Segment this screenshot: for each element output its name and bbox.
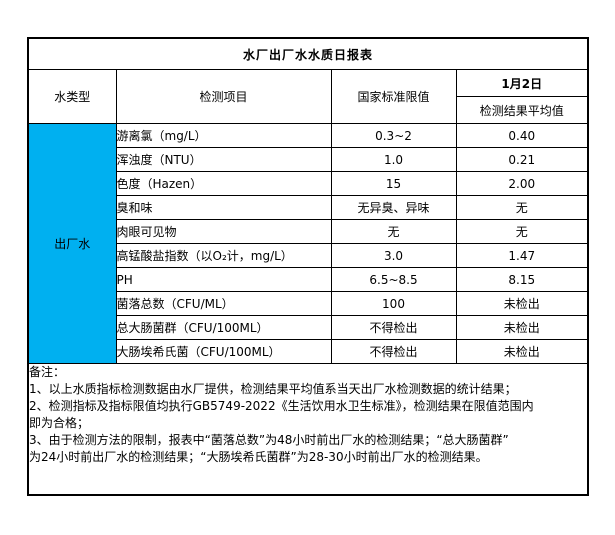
row-standard: 1.0	[330, 147, 457, 172]
row-standard: 6.5~8.5	[330, 267, 457, 292]
water-quality-report-table: 水厂出厂水水质日报表 水类型 检测项目 国家标准限值 1月2日 检测结果平均值 …	[27, 37, 590, 496]
row-item: 色度（Hazen）	[115, 171, 332, 196]
row-item: PH	[115, 267, 332, 292]
table-row: PH 6.5~8.5 8.15	[28, 267, 589, 292]
row-result: 0.40	[455, 123, 589, 148]
table-row: 菌落总数（CFU/ML） 100 未检出	[28, 291, 589, 316]
col-header-result-avg: 检测结果平均值	[455, 96, 589, 124]
page-title: 水厂出厂水水质日报表	[27, 37, 589, 70]
col-header-item: 检测项目	[115, 69, 332, 124]
col-header-water-type: 水类型	[27, 69, 117, 124]
row-result: 2.00	[455, 171, 589, 196]
table-row: 浑浊度（NTU） 1.0 0.21	[28, 147, 589, 172]
note-line: 2、检测指标及指标限值均执行GB5749-2022《生活饮用水卫生标准》，检测结…	[29, 399, 534, 413]
row-standard: 3.0	[330, 243, 457, 268]
row-item: 臭和味	[115, 195, 332, 220]
row-item: 大肠埃希氏菌（CFU/100ML）	[115, 339, 332, 364]
row-result: 未检出	[455, 339, 589, 364]
notes-label: 备注：	[29, 365, 66, 379]
table-row: 总大肠菌群（CFU/100ML） 不得检出 未检出	[28, 315, 589, 340]
row-result: 未检出	[455, 315, 589, 340]
row-item: 肉眼可见物	[115, 219, 332, 244]
notes-row: 备注： 1、以上水质指标检测数据由水厂提供，检测结果平均值系当天出厂水检测数据的…	[27, 363, 589, 496]
table-row: 肉眼可见物 无 无	[28, 219, 589, 244]
row-result: 无	[455, 219, 589, 244]
header-row-1: 水类型 检测项目 国家标准限值 1月2日	[27, 69, 589, 124]
table-row: 臭和味 无异臭、异味 无	[28, 195, 589, 220]
row-result: 8.15	[455, 267, 589, 292]
table-row: 色度（Hazen） 15 2.00	[28, 171, 589, 196]
header-row-2: 检测结果平均值	[28, 96, 589, 124]
row-standard: 不得检出	[330, 339, 457, 364]
table-row: 高锰酸盐指数（以O₂计，mg/L） 3.0 1.47	[28, 243, 589, 268]
water-type-cell: 出厂水	[27, 123, 117, 364]
row-standard: 无	[330, 219, 457, 244]
row-result: 未检出	[455, 291, 589, 316]
row-item: 浑浊度（NTU）	[115, 147, 332, 172]
row-result: 无	[455, 195, 589, 220]
table-row: 出厂水 游离氯（mg/L） 0.3~2 0.40	[27, 123, 589, 364]
col-header-date: 1月2日	[455, 69, 589, 97]
table-row: 大肠埃希氏菌（CFU/100ML） 不得检出 未检出	[28, 339, 589, 364]
row-result: 1.47	[455, 243, 589, 268]
note-line: 即为合格；	[29, 416, 90, 430]
note-line: 3、由于检测方法的限制，报表中“菌落总数”为48小时前出厂水的检测结果；“总大肠…	[29, 433, 509, 447]
row-item: 菌落总数（CFU/ML）	[115, 291, 332, 316]
col-header-standard: 国家标准限值	[330, 69, 457, 124]
row-standard: 无异臭、异味	[330, 195, 457, 220]
title-row: 水厂出厂水水质日报表	[27, 37, 589, 70]
row-item: 总大肠菌群（CFU/100ML）	[115, 315, 332, 340]
row-result: 0.21	[455, 147, 589, 172]
row-standard: 100	[330, 291, 457, 316]
row-standard: 不得检出	[330, 315, 457, 340]
row-standard: 0.3~2	[330, 123, 457, 148]
note-line: 为24小时前出厂水的检测结果；“大肠埃希氏菌群”为28-30小时前出厂水的检测结…	[29, 450, 488, 464]
row-item: 高锰酸盐指数（以O₂计，mg/L）	[115, 243, 332, 268]
notes-section: 备注： 1、以上水质指标检测数据由水厂提供，检测结果平均值系当天出厂水检测数据的…	[27, 363, 589, 496]
row-standard: 15	[330, 171, 457, 196]
note-line: 1、以上水质指标检测数据由水厂提供，检测结果平均值系当天出厂水检测数据的统计结果…	[29, 382, 517, 396]
row-item: 游离氯（mg/L）	[115, 123, 332, 148]
